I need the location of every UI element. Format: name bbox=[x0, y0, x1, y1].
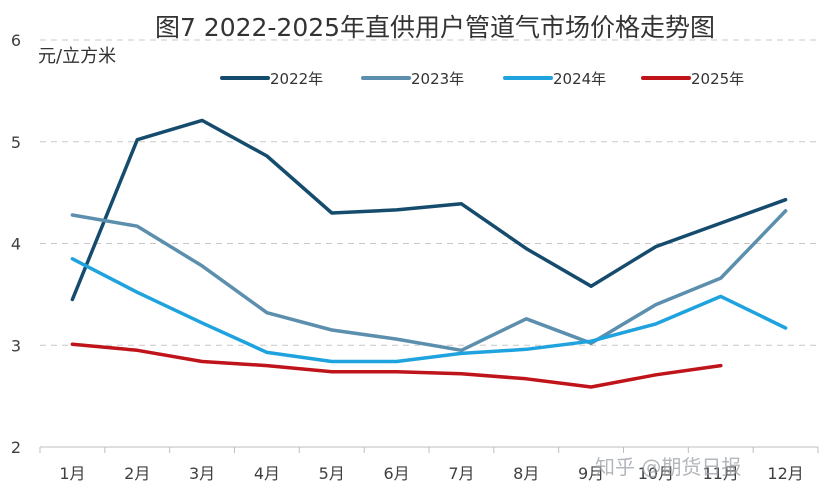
axes: 2 3 4 5 6 1月 2月 3月 4月 5月 6月 7月 8月 9月 10月 11月 12月 bbox=[11, 31, 819, 483]
y-axis-unit-label: 元/立方米 bbox=[38, 46, 116, 67]
x-tick-label: 2月 bbox=[124, 464, 150, 483]
x-tick-label: 11月 bbox=[703, 464, 739, 483]
y-tick-label: 3 bbox=[11, 336, 21, 355]
y-tick-label: 2 bbox=[11, 438, 21, 457]
x-tick-label: 6月 bbox=[383, 464, 409, 483]
legend-label: 2022年 bbox=[270, 70, 323, 88]
series-line-2025 bbox=[70, 342, 723, 389]
x-tick-label: 9月 bbox=[578, 464, 604, 483]
x-tick-label: 3月 bbox=[189, 464, 215, 483]
x-tick-label: 12月 bbox=[767, 464, 803, 483]
chart-title: 图7 2022-2025年直供用户管道气市场价格走势图 bbox=[155, 13, 715, 42]
y-tick-label: 5 bbox=[11, 133, 21, 152]
x-tick-label: 5月 bbox=[319, 464, 345, 483]
series-lines bbox=[70, 118, 788, 389]
x-tick-label: 8月 bbox=[513, 464, 539, 483]
series-line-2024 bbox=[70, 257, 788, 364]
x-tick-label: 1月 bbox=[59, 464, 85, 483]
x-tick-label: 4月 bbox=[254, 464, 280, 483]
watermark: 知乎 @期货日报 bbox=[595, 455, 741, 479]
legend-label: 2024年 bbox=[553, 70, 606, 88]
x-tick-label: 7月 bbox=[448, 464, 474, 483]
legend-label: 2025年 bbox=[691, 70, 744, 88]
legend: 2022年 2023年 2024年 2025年 bbox=[220, 70, 744, 88]
y-tick-label: 6 bbox=[11, 31, 21, 50]
y-tick-label: 4 bbox=[11, 235, 21, 254]
x-tick-label: 10月 bbox=[638, 464, 674, 483]
legend-label: 2023年 bbox=[411, 70, 464, 88]
series-line-2023 bbox=[70, 209, 788, 353]
series-line-2022 bbox=[70, 118, 788, 302]
